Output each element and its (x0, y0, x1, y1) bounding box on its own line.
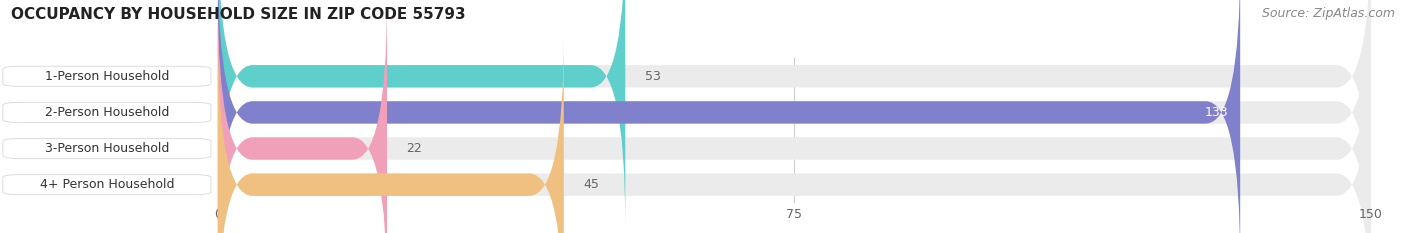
FancyBboxPatch shape (218, 0, 387, 233)
Text: 2-Person Household: 2-Person Household (45, 106, 169, 119)
Text: Source: ZipAtlas.com: Source: ZipAtlas.com (1261, 7, 1395, 20)
FancyBboxPatch shape (218, 33, 564, 233)
Text: 4+ Person Household: 4+ Person Household (39, 178, 174, 191)
Text: 53: 53 (644, 70, 661, 83)
FancyBboxPatch shape (218, 0, 1371, 228)
FancyBboxPatch shape (218, 0, 1240, 233)
Text: 1-Person Household: 1-Person Household (45, 70, 169, 83)
Text: 45: 45 (583, 178, 599, 191)
FancyBboxPatch shape (218, 0, 1371, 233)
FancyBboxPatch shape (218, 0, 1371, 233)
Text: 3-Person Household: 3-Person Household (45, 142, 169, 155)
FancyBboxPatch shape (218, 33, 1371, 233)
FancyBboxPatch shape (218, 0, 626, 228)
Text: OCCUPANCY BY HOUSEHOLD SIZE IN ZIP CODE 55793: OCCUPANCY BY HOUSEHOLD SIZE IN ZIP CODE … (11, 7, 465, 22)
Text: 133: 133 (1205, 106, 1229, 119)
Text: 22: 22 (406, 142, 422, 155)
